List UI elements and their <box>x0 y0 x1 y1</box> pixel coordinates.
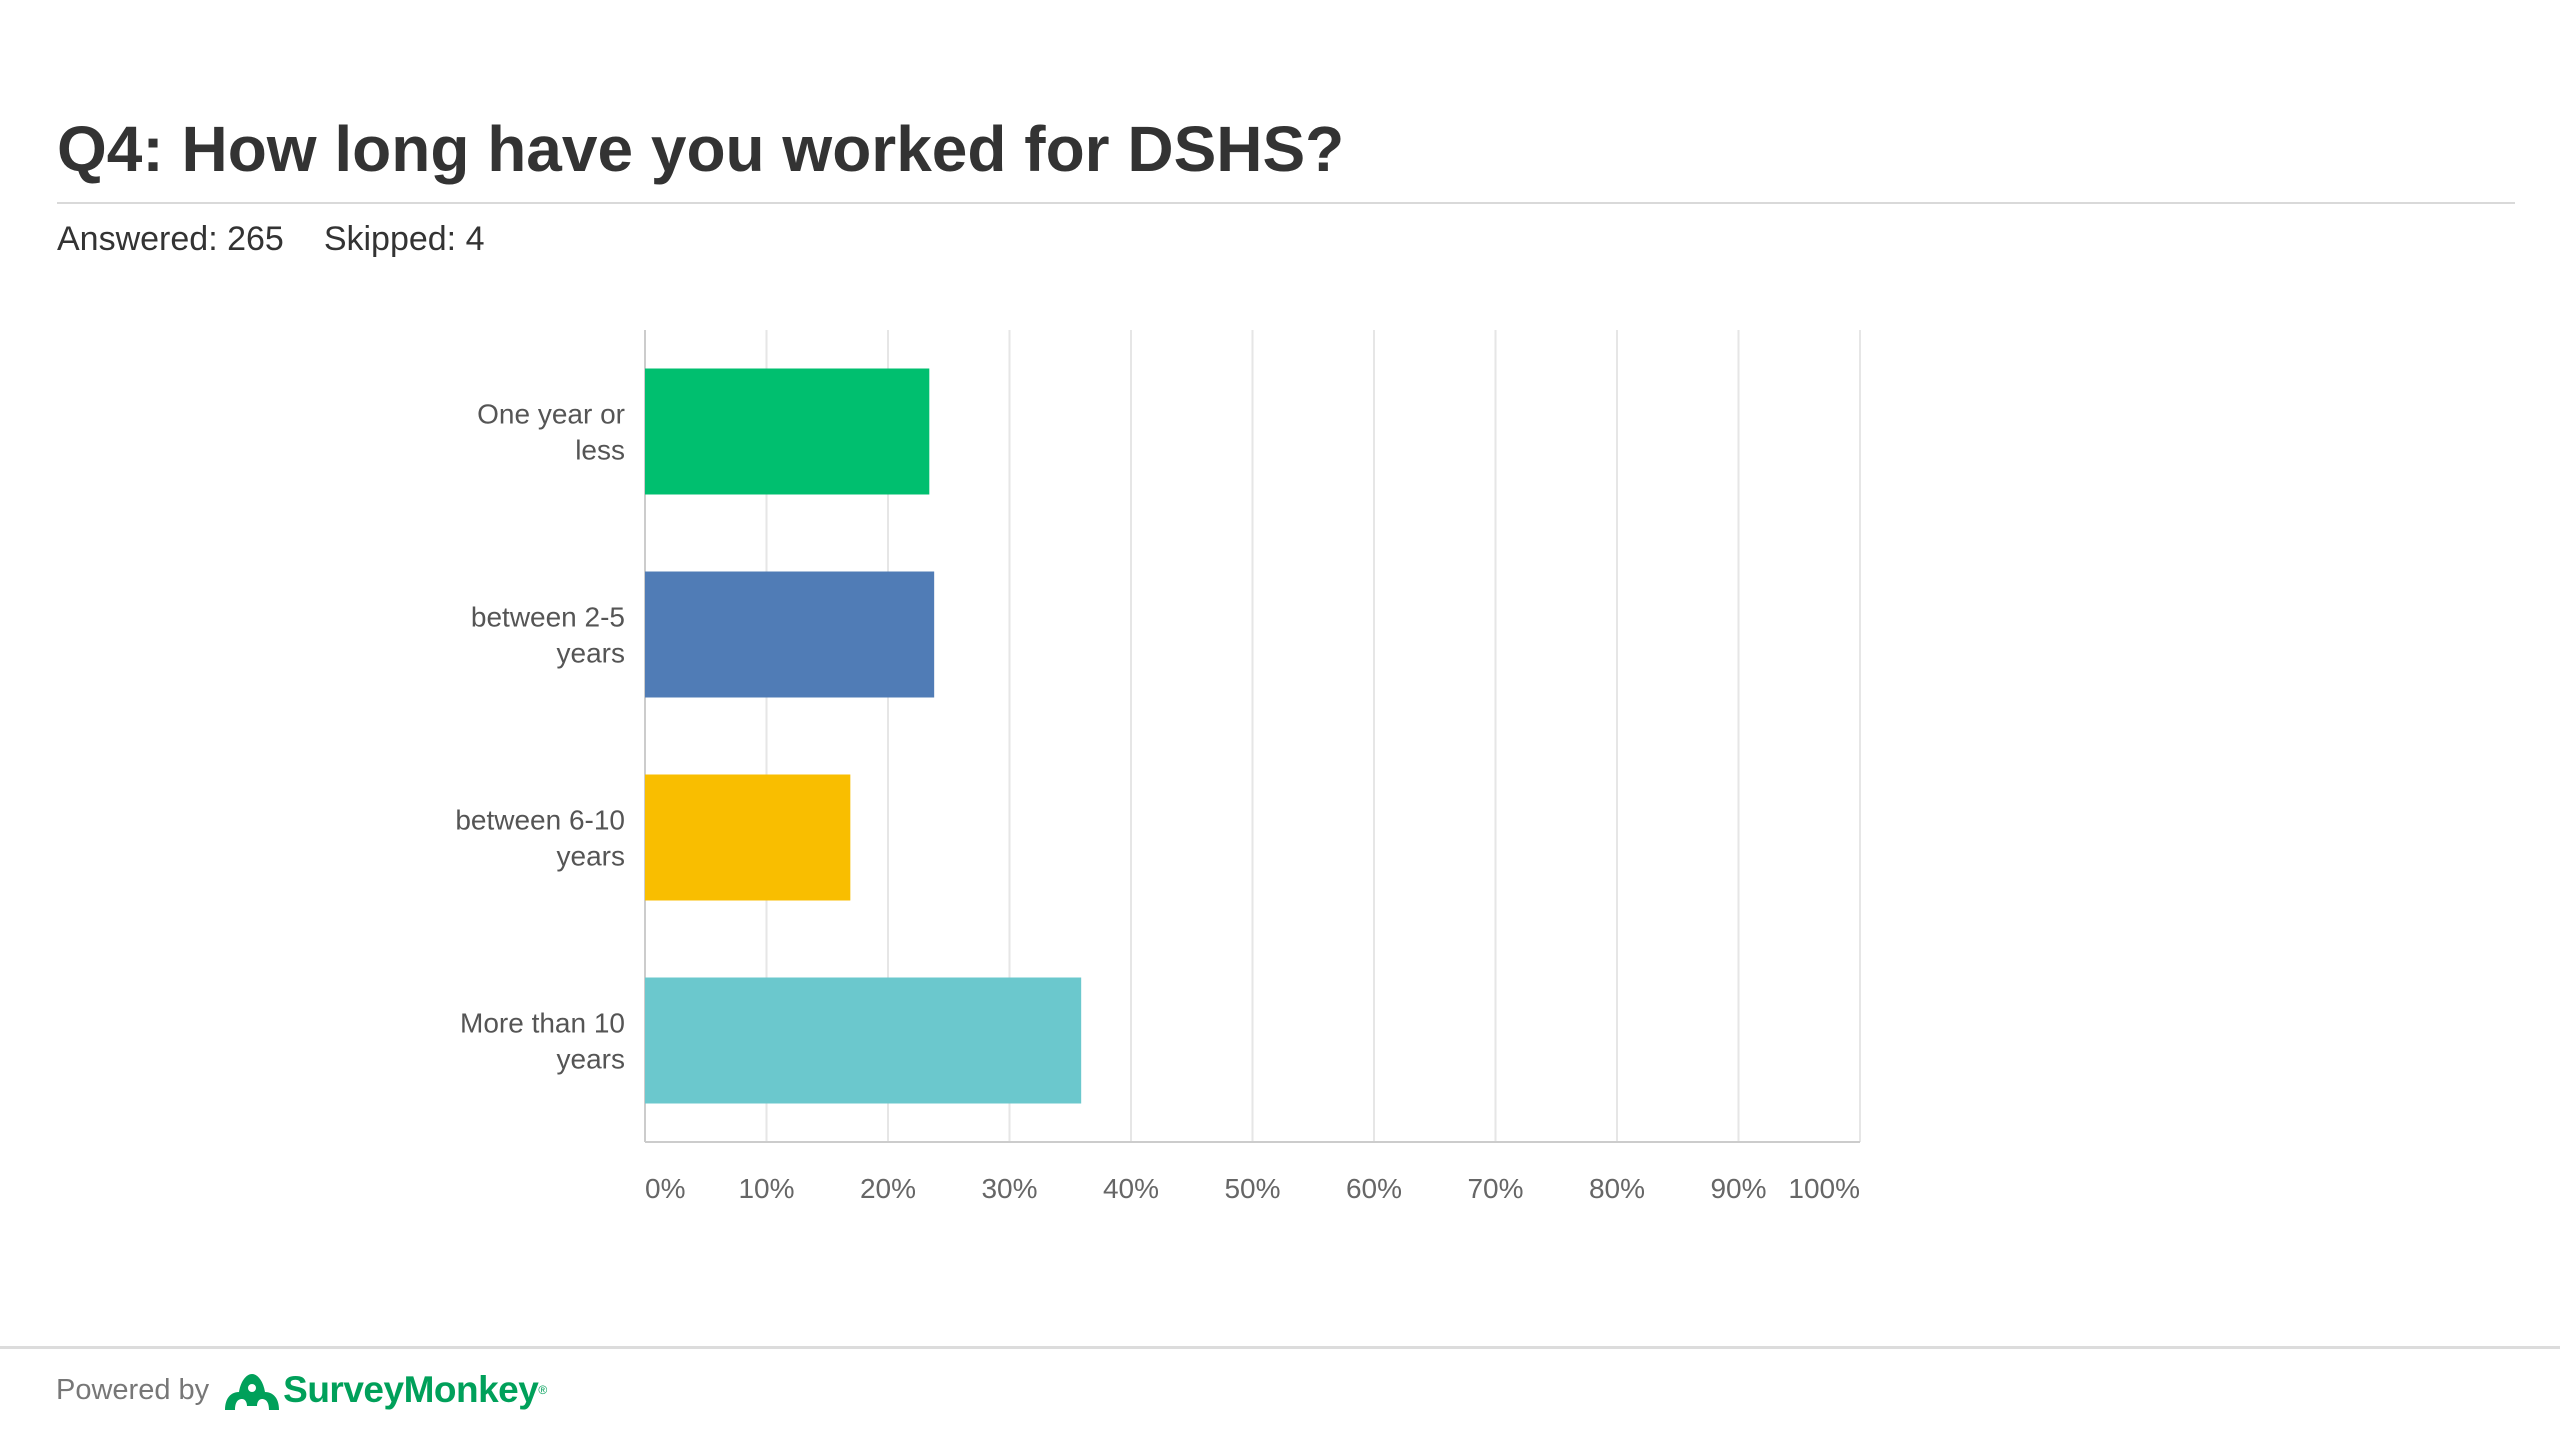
answered-count: Answered: 265 <box>57 220 284 258</box>
x-tick-label: 100% <box>1788 1173 1860 1204</box>
surveymonkey-logo-icon <box>225 1374 280 1410</box>
category-label: years <box>557 1044 625 1075</box>
x-tick-label: 50% <box>1224 1173 1280 1204</box>
category-label: One year or <box>477 399 625 430</box>
category-label: between 2-5 <box>471 602 625 633</box>
category-label: years <box>557 841 625 872</box>
x-tick-label: 70% <box>1467 1173 1523 1204</box>
category-label: between 6-10 <box>455 805 625 836</box>
bar <box>645 368 930 495</box>
x-tick-label: 10% <box>738 1173 794 1204</box>
response-stats: Answered: 265 Skipped: 4 <box>57 220 484 259</box>
category-label: years <box>557 638 625 669</box>
surveymonkey-brand[interactable]: SurveyMonkey ® <box>221 1368 547 1412</box>
title-divider <box>57 202 2515 204</box>
category-label: More than 10 <box>460 1008 625 1039</box>
x-tick-label: 90% <box>1710 1173 1766 1204</box>
footer: Powered by SurveyMonkey ® <box>56 1368 547 1412</box>
bar <box>645 977 1082 1104</box>
brand-name: SurveyMonkey <box>283 1369 539 1410</box>
x-tick-label: 20% <box>860 1173 916 1204</box>
x-tick-label: 60% <box>1346 1173 1402 1204</box>
x-tick-label: 30% <box>981 1173 1037 1204</box>
category-label: less <box>575 435 625 466</box>
powered-by-text: Powered by <box>56 1373 210 1406</box>
skipped-count: Skipped: 4 <box>323 220 485 258</box>
bar <box>645 571 935 698</box>
question-title: Q4: How long have you worked for DSHS? <box>57 113 1345 185</box>
bar <box>645 774 851 901</box>
x-tick-label: 0% <box>645 1173 685 1204</box>
x-tick-label: 80% <box>1589 1173 1645 1204</box>
brand-registered-mark: ® <box>538 1383 548 1397</box>
x-tick-label: 40% <box>1103 1173 1159 1204</box>
footer-divider <box>0 1346 2560 1349</box>
